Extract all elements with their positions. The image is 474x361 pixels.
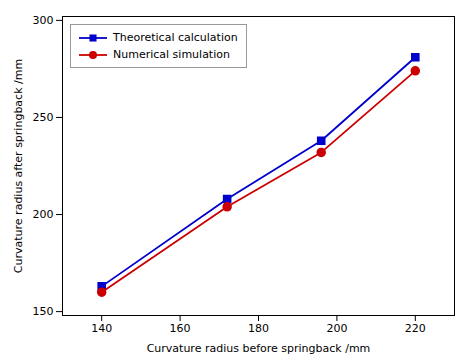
svg-text:220: 220 <box>405 322 426 335</box>
svg-text:250: 250 <box>33 111 54 124</box>
svg-text:200: 200 <box>326 322 347 335</box>
svg-text:160: 160 <box>170 322 191 335</box>
svg-text:300: 300 <box>33 14 54 27</box>
svg-text:180: 180 <box>248 322 269 335</box>
svg-text:150: 150 <box>33 305 54 318</box>
svg-text:Curvature radius after springb: Curvature radius after springback /mm <box>12 59 25 273</box>
html-text:Theoretical calculation: Theoretical calculation <box>113 31 238 44</box>
svg-text:Curvature radius before spring: Curvature radius before springback /mm <box>147 342 371 355</box>
html-text:Numerical simulation: Numerical simulation <box>113 48 230 61</box>
svg-text:200: 200 <box>33 208 54 221</box>
svg-text:140: 140 <box>91 322 112 335</box>
